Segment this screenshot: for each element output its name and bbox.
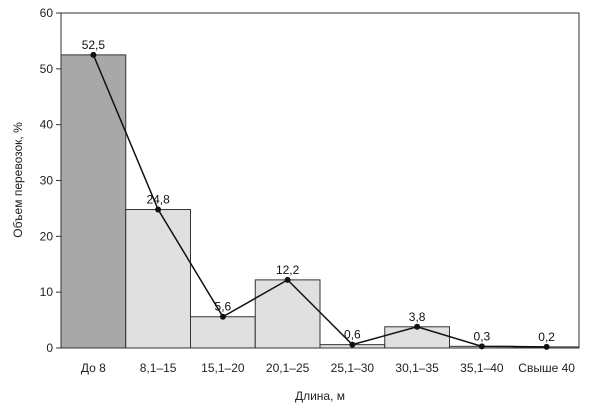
data-label: 3,8 bbox=[409, 310, 426, 324]
y-tick-label: 30 bbox=[40, 174, 54, 188]
x-tick-label: 15,1–20 bbox=[201, 361, 245, 375]
y-axis-ticks: 0 10 20 30 40 50 60 bbox=[40, 6, 61, 355]
y-tick-label: 20 bbox=[40, 229, 54, 243]
x-axis-title: Длина, м bbox=[295, 389, 345, 403]
y-tick-label: 40 bbox=[40, 118, 54, 132]
line-marker bbox=[90, 51, 97, 58]
data-label: 5,6 bbox=[215, 300, 232, 314]
trend-line bbox=[90, 51, 550, 350]
y-tick-label: 60 bbox=[40, 6, 54, 20]
line-marker bbox=[478, 343, 485, 350]
y-axis-title: Объем перевозок, % bbox=[11, 122, 25, 238]
line-marker bbox=[543, 343, 550, 350]
x-tick-label: До 8 bbox=[81, 361, 106, 375]
x-tick-label: 8,1–15 bbox=[140, 361, 177, 375]
y-tick-label: 10 bbox=[40, 285, 54, 299]
data-label: 24,8 bbox=[146, 193, 170, 207]
line-marker bbox=[349, 341, 356, 348]
data-label: 12,2 bbox=[276, 263, 300, 277]
y-tick-label: 50 bbox=[40, 62, 54, 76]
bars bbox=[60, 54, 580, 349]
x-tick-label: 30,1–35 bbox=[395, 361, 439, 375]
data-label: 0,3 bbox=[474, 329, 491, 343]
y-tick-label: 0 bbox=[46, 341, 53, 355]
line-marker bbox=[219, 313, 226, 320]
data-label: 0,6 bbox=[344, 328, 361, 342]
trend-polyline bbox=[92, 54, 547, 348]
x-tick-label: 20,1–25 bbox=[266, 361, 310, 375]
x-tick-label: Свыше 40 bbox=[518, 361, 575, 375]
data-labels: 52,5 24,8 5,6 12,2 0,6 3,8 0,3 0,2 bbox=[82, 38, 556, 344]
x-axis-ticks: До 8 8,1–15 15,1–20 20,1–25 25,1–30 30,1–35 35… bbox=[81, 361, 575, 375]
data-label: 0,2 bbox=[538, 330, 555, 344]
line-marker bbox=[414, 323, 421, 330]
line-marker bbox=[155, 206, 162, 213]
bar bbox=[190, 316, 256, 349]
data-label: 52,5 bbox=[82, 38, 106, 52]
line-marker bbox=[284, 276, 291, 283]
bar bbox=[125, 209, 191, 349]
bar bbox=[60, 54, 127, 349]
x-tick-label: 25,1–30 bbox=[331, 361, 375, 375]
bar bbox=[254, 279, 321, 349]
bar bbox=[384, 326, 450, 349]
x-tick-label: 35,1–40 bbox=[460, 361, 504, 375]
